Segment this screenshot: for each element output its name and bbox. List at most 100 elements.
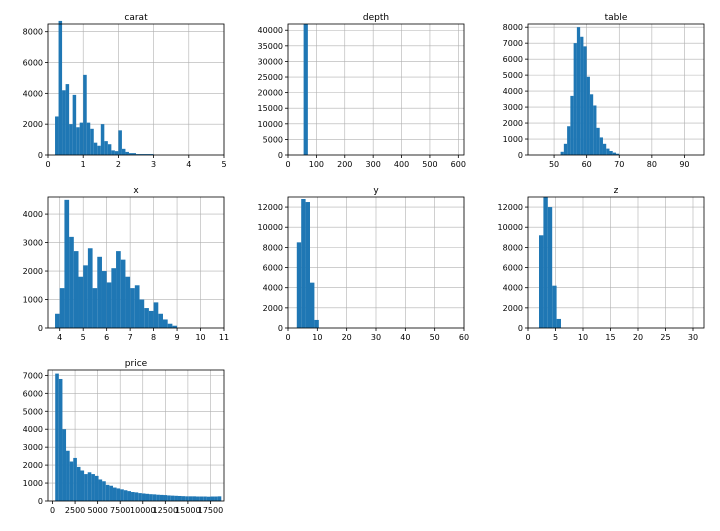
xtick-label: 5 [221,160,226,169]
histogram-bar [153,494,157,501]
ytick-label: 8000 [503,23,523,32]
ytick-label: 4000 [503,87,523,96]
histogram-bar [66,84,70,155]
histogram-bar [66,451,70,501]
histogram-bar [83,265,88,328]
xtick-label: 10 [312,333,322,342]
histogram-bar [62,90,66,155]
ytick-label: 1000 [23,296,43,305]
histogram-bar [64,200,69,328]
histogram-bar [138,493,142,501]
histogram-bar [102,271,107,328]
xtick-label: 5000 [87,506,107,515]
xtick-label: 70 [614,160,624,169]
ytick-label: 4000 [503,284,523,293]
subplot-title: carat [124,13,148,23]
xtick-label: 1 [81,160,86,169]
histogram-bar [154,302,159,328]
histogram-bar [192,496,196,501]
histogram-bar [79,277,84,328]
histogram-bar [214,497,218,501]
histogram-bar [124,490,128,501]
xtick-label: 20 [633,333,643,342]
ytick-label: 6000 [23,389,43,398]
histogram-bar [557,319,561,328]
histogram-bar [160,495,164,501]
ytick-label: 1000 [23,479,43,488]
xtick-label: 5 [81,333,86,342]
histogram-bar [218,496,222,501]
histogram-bar [87,123,91,155]
xtick-label: 200 [337,160,352,169]
subplot-price: 0250050007500100001250015000175000100020… [10,356,230,521]
ytick-label: 8000 [23,28,43,37]
histogram-bar [200,497,204,501]
histogram-bar [118,130,122,155]
xtick-label: 600 [451,160,466,169]
histogram-bar [131,492,135,501]
ytick-label: 4000 [23,210,43,219]
histogram-bar [561,152,564,155]
xtick-label: 0 [285,160,290,169]
histogram-bar [178,496,182,501]
subplot-x: 456789101101000200030004000x [10,183,230,348]
xtick-label: 60 [582,160,592,169]
histogram-bar [548,207,552,328]
ytick-label: 2000 [23,267,43,276]
ytick-label: 12000 [258,203,283,212]
xtick-label: 4 [186,160,191,169]
histogram-bar [55,314,60,328]
histogram-bar [73,95,77,155]
xtick-label: 20 [342,333,352,342]
ytick-label: 40000 [258,26,283,35]
histogram-bar [70,462,74,501]
histogram-bar [62,429,66,501]
ytick-label: 15000 [258,104,283,113]
histogram-bar [77,467,81,501]
histogram-bar [596,128,599,155]
histogram-bar [113,488,117,501]
histogram-bar [125,277,130,328]
histogram-bar [104,141,108,155]
subplot-title: x [133,186,139,196]
histogram-bar [142,493,146,501]
xtick-label: 25 [660,333,670,342]
histogram-bar [99,479,103,501]
histogram-bar [121,260,126,328]
histogram-bar [567,126,570,155]
subplot-title: y [373,186,379,196]
histogram-bar [310,283,314,328]
xtick-label: 80 [647,160,657,169]
histogram-bar [587,77,590,155]
xtick-label: 7500 [110,506,130,515]
ytick-label: 10000 [258,120,283,129]
ytick-label: 2000 [23,461,43,470]
histogram-bar [163,319,168,328]
ytick-label: 20000 [258,89,283,98]
histogram-bar [108,144,112,155]
xtick-label: 5 [553,333,558,342]
histogram-bar [60,288,65,328]
histogram-bar [164,495,168,501]
ytick-label: 7000 [503,39,523,48]
ytick-label: 2000 [503,304,523,313]
subplot-grid: 01234502000400060008000carat010020030040… [10,10,710,521]
xtick-label: 15 [605,333,615,342]
histogram-bar [203,497,207,501]
ytick-label: 30000 [258,57,283,66]
xtick-label: 50 [430,333,440,342]
histogram-bar [88,248,93,328]
subplot-table: 5060708090010002000300040005000600070008… [490,10,710,175]
histogram-bar [95,476,99,501]
histogram-bar [59,21,63,155]
histogram-bar [106,485,110,501]
histogram-bar [304,24,308,155]
histogram-bar [168,324,173,328]
xtick-label: 50 [549,160,559,169]
xtick-label: 11 [219,333,229,342]
histogram-bar [185,496,189,501]
histogram-bar [130,288,135,328]
histogram-bar [158,314,163,328]
xtick-label: 90 [679,160,689,169]
histogram-bar [55,116,59,155]
